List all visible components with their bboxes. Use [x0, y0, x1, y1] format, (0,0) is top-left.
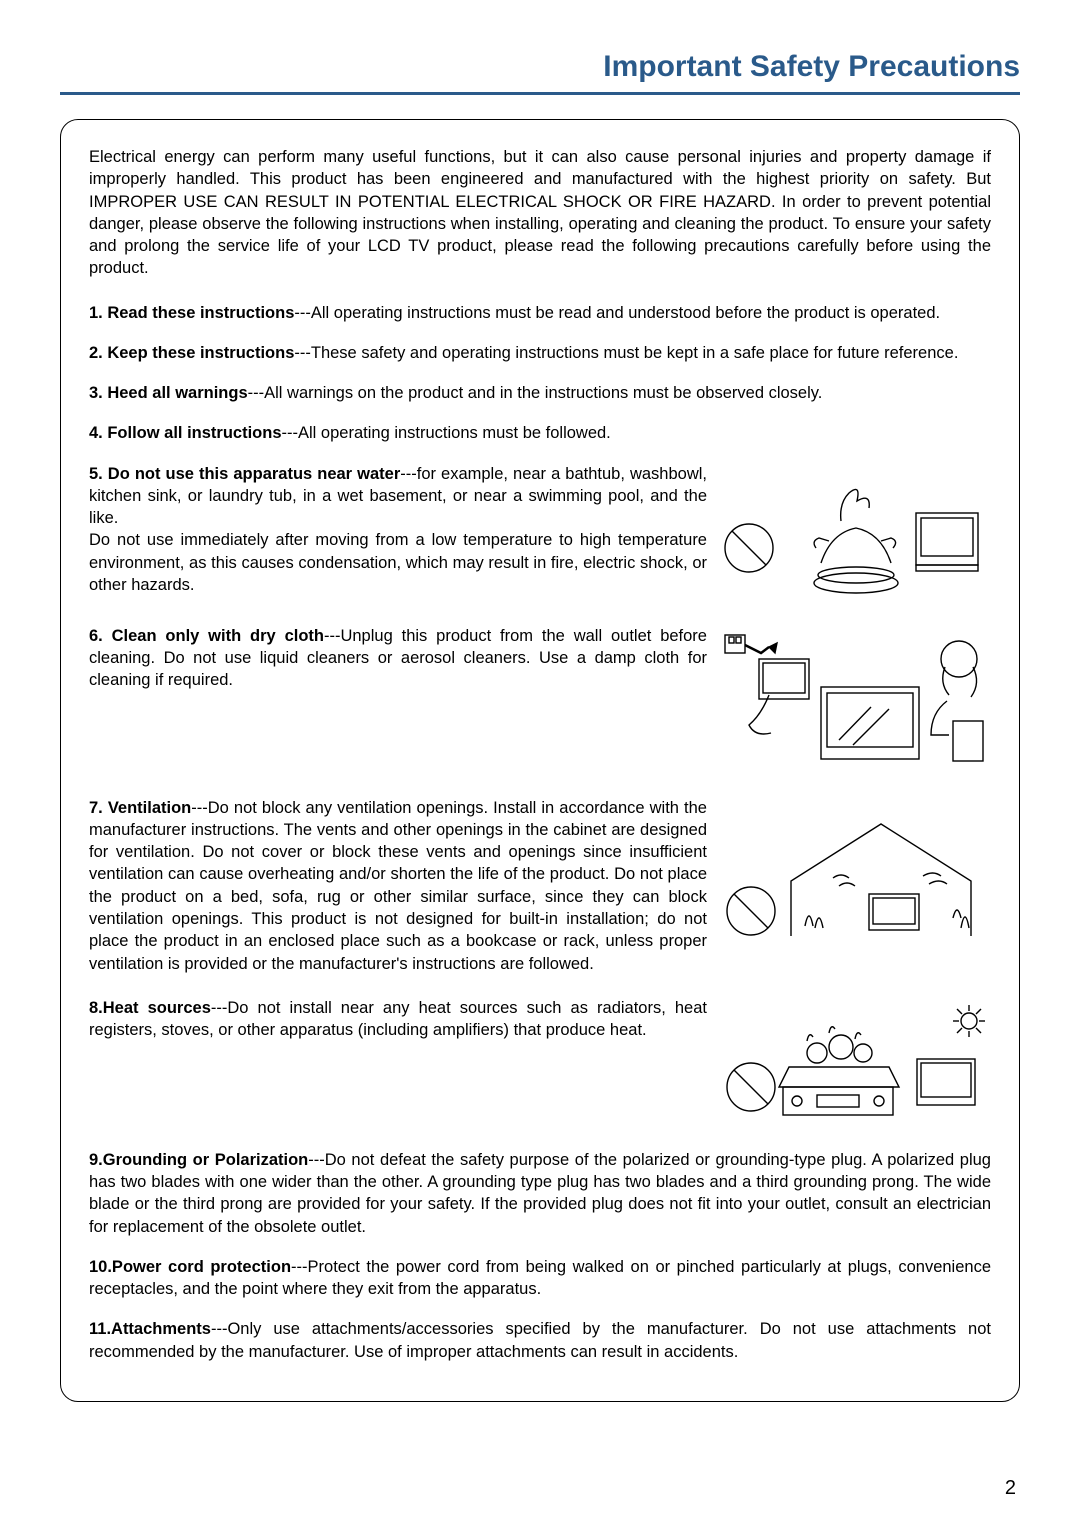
row-clean: 6. Clean only with dry cloth---Unplug th… [89, 625, 991, 775]
item-bold: 9.Grounding or Polarization [89, 1151, 308, 1169]
instruction-item: 3. Heed all warnings---All warnings on t… [89, 382, 991, 404]
instruction-item: 9.Grounding or Polarization---Do not def… [89, 1149, 991, 1238]
item-bold: 7. Ventilation [89, 799, 191, 817]
item-bold: 6. Clean only with dry cloth [89, 627, 324, 645]
item-bold: 4. Follow all instructions [89, 424, 282, 442]
item-extra: Do not use immediately after moving from… [89, 531, 707, 594]
item-bold: 2. Keep these instructions [89, 344, 294, 362]
content-box: Electrical energy can perform many usefu… [60, 119, 1020, 1402]
page-number: 2 [1005, 1477, 1016, 1500]
instruction-item: 1. Read these instructions---All operati… [89, 302, 991, 324]
item-bold: 11.Attachments [89, 1320, 211, 1338]
heat-illustration [721, 997, 991, 1127]
page-title: Important Safety Precautions [60, 50, 1020, 84]
item-rest: ---Do not block any ventilation openings… [89, 799, 707, 973]
item-bold: 5. Do not use this apparatus near water [89, 465, 400, 483]
item-rest: ---All operating instructions must be fo… [282, 424, 611, 442]
clean-illustration [721, 625, 991, 775]
row-text: 7. Ventilation---Do not block any ventil… [89, 797, 707, 975]
water-illustration [721, 463, 991, 603]
instruction-item: 4. Follow all instructions---All operati… [89, 422, 991, 444]
item-rest: ---Only use attachments/accessories spec… [89, 1320, 991, 1360]
instruction-item: 11.Attachments---Only use attachments/ac… [89, 1318, 991, 1363]
item-bold: 3. Heed all warnings [89, 384, 248, 402]
item-bold: 1. Read these instructions [89, 304, 294, 322]
item-bold: 8.Heat sources [89, 999, 211, 1017]
row-water: 5. Do not use this apparatus near water-… [89, 463, 991, 603]
row-text: 8.Heat sources---Do not install near any… [89, 997, 707, 1127]
row-text: 5. Do not use this apparatus near water-… [89, 463, 707, 603]
item-rest: ---All operating instructions must be re… [294, 304, 940, 322]
instruction-item: 2. Keep these instructions---These safet… [89, 342, 991, 364]
item-bold: 10.Power cord protection [89, 1258, 291, 1276]
header-rule [60, 92, 1020, 95]
row-ventilation: 7. Ventilation---Do not block any ventil… [89, 797, 991, 975]
row-text: 6. Clean only with dry cloth---Unplug th… [89, 625, 707, 775]
item-rest: ---These safety and operating instructio… [294, 344, 958, 362]
row-heat: 8.Heat sources---Do not install near any… [89, 997, 991, 1127]
ventilation-illustration [721, 797, 991, 975]
item-rest: ---All warnings on the product and in th… [248, 384, 823, 402]
instruction-item: 10.Power cord protection---Protect the p… [89, 1256, 991, 1301]
intro-paragraph: Electrical energy can perform many usefu… [89, 146, 991, 280]
